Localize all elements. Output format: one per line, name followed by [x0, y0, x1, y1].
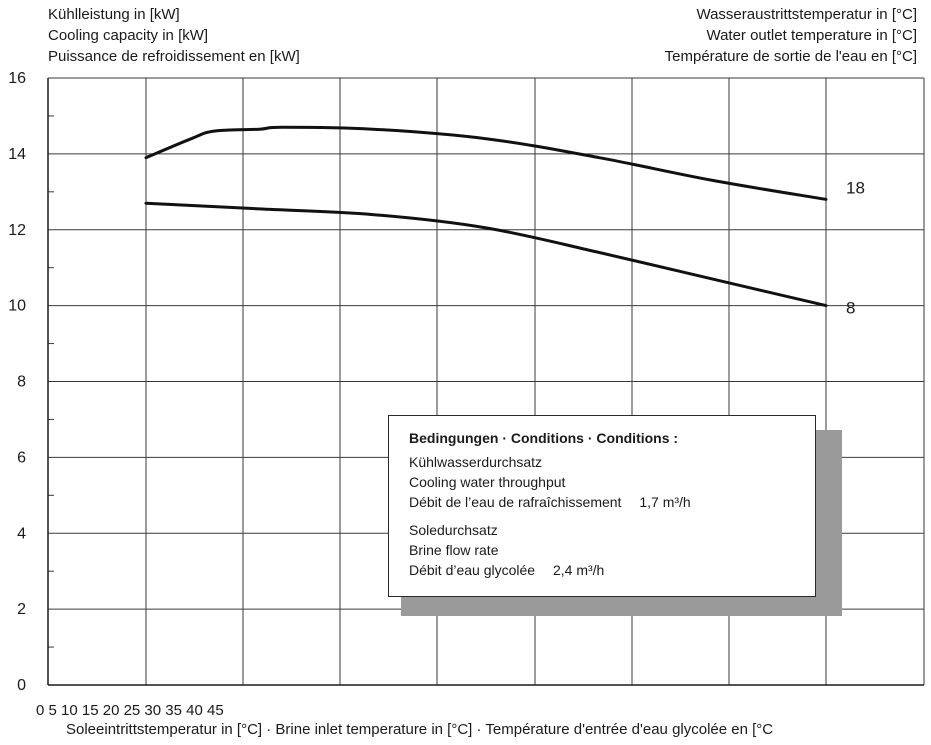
y-tick-labels: 0 2 4 6 8 10 12 14 16 [8, 70, 26, 694]
cooling-water-label-de: Kühlwasserdurchsatz [409, 454, 543, 470]
series-lines [144, 125, 828, 308]
y-tick-label: 2 [17, 601, 26, 618]
series-label-8: 8 [846, 299, 855, 318]
y-axis-label-en: Cooling capacity in [kW] [48, 27, 209, 44]
cooling-water-row-fr: Débit de l’eau de rafraîchissement 1,7 m… [409, 492, 795, 512]
series-line-18 [144, 125, 828, 201]
y-tick-label: 4 [17, 525, 26, 542]
y-tick-label: 14 [8, 146, 26, 163]
series-labels: 18 8 [846, 178, 865, 317]
series-label-18: 18 [846, 178, 865, 197]
series-legend-title-en: Water outlet temperature in [°C] [706, 27, 917, 44]
conditions-box: Bedingungen · Conditions · Conditions : … [388, 415, 816, 597]
y-tick-label: 12 [8, 222, 26, 239]
y-axis-label-fr: Puissance de refroidissement en [kW] [48, 48, 300, 65]
y-tick-label: 0 [17, 677, 26, 694]
brine-label-fr: Débit d’eau glycolée [409, 562, 536, 578]
y-axis-label-de: Kühlleistung in [kW] [48, 6, 180, 23]
axes [47, 78, 924, 686]
conditions-title: Bedingungen · Conditions · Conditions : [409, 430, 679, 446]
brine-value: 2,4 m³/h [552, 562, 605, 578]
cooling-water-value: 1,7 m³/h [639, 494, 691, 510]
x-tick-labels: 0 5 10 15 20 25 30 35 40 45 [36, 702, 224, 719]
x-axis-label: Soleeintrittstemperatur in [°C] · Brine … [66, 721, 774, 738]
series-legend-title-fr: Température de sortie de l'eau en [°C] [664, 48, 917, 65]
y-tick-label: 16 [8, 70, 26, 87]
y-tick-label: 6 [17, 449, 26, 466]
series-line-8 [144, 201, 828, 308]
brine-row-fr: Débit d’eau glycolée 2,4 m³/h [409, 560, 795, 580]
cooling-water-label-fr: Débit de l’eau de rafraîchissement [409, 494, 622, 510]
y-tick-label: 10 [8, 298, 26, 315]
cooling-water-label-en: Cooling water throughput [409, 474, 566, 490]
brine-label-en: Brine flow rate [409, 542, 499, 558]
series-legend-title-de: Wasseraustrittstemperatur in [°C] [696, 6, 917, 23]
brine-label-de: Soledurchsatz [409, 522, 498, 538]
y-tick-label: 8 [17, 374, 26, 391]
